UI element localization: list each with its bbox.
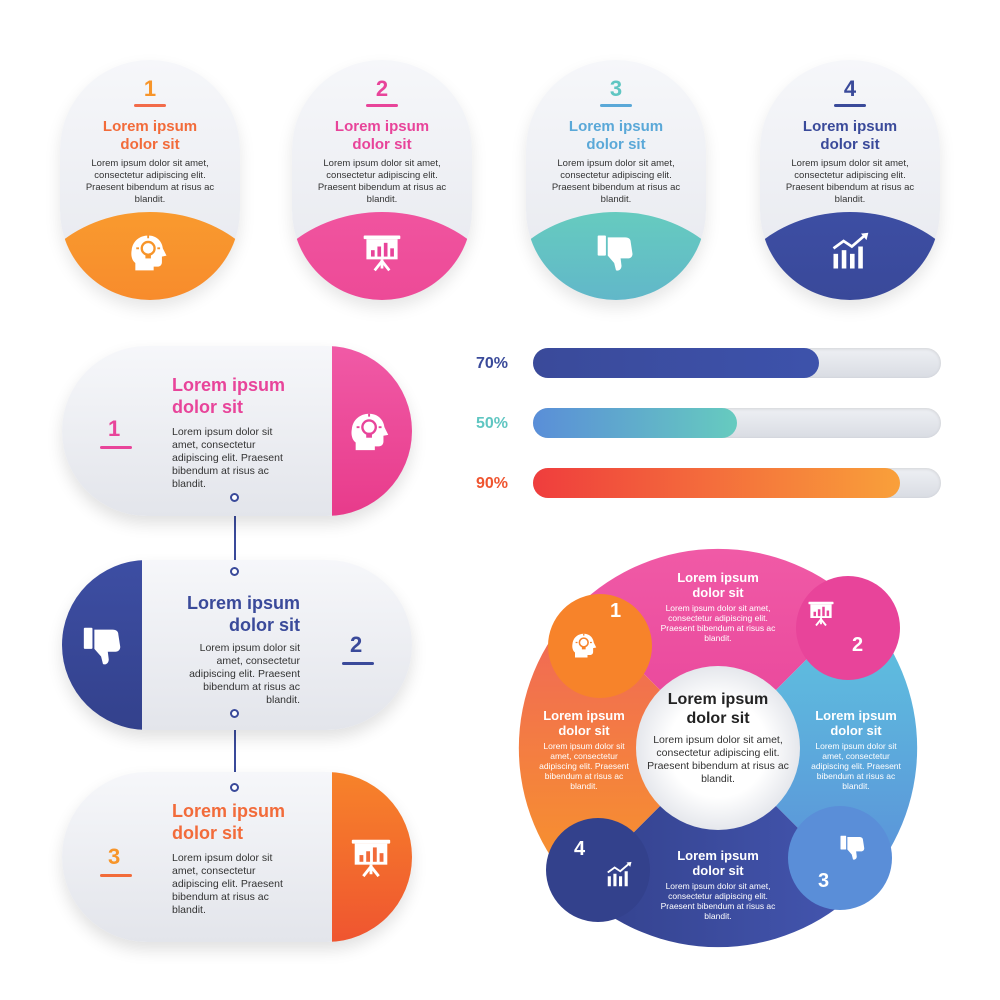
step-card-2: 2 Lorem ipsum dolor sit Lorem ipsum dolo… bbox=[292, 60, 472, 300]
timeline-dot bbox=[230, 567, 239, 576]
cycle-label-body: Lorem ipsum dolor sit amet, consectetur … bbox=[539, 741, 629, 791]
cycle-tab-4 bbox=[546, 818, 650, 922]
cycle-center-label: Lorem ipsum dolor sit Lorem ipsum dolor … bbox=[646, 690, 790, 786]
thumbs-down-icon bbox=[594, 230, 638, 274]
cycle-label-right: Lorem ipsum dolor sit Lorem ipsum dolor … bbox=[806, 708, 906, 791]
timeline-step-3: 3 Lorem ipsum dolor sit Lorem ipsum dolo… bbox=[62, 772, 412, 942]
cycle-label-title: Lorem ipsum dolor sit bbox=[677, 848, 759, 878]
card-number: 3 bbox=[609, 76, 623, 101]
cycle-diagram: 1 2 3 4 Lorem ipsum dolor sit Lorem ipsu… bbox=[518, 548, 918, 948]
progress-label-2: 50% bbox=[476, 415, 509, 432]
card-title: Lorem ipsum dolor sit bbox=[802, 118, 898, 153]
timeline-dot bbox=[230, 783, 239, 792]
thumbs-down-icon bbox=[838, 832, 868, 862]
idea-head-icon bbox=[348, 408, 394, 454]
cycle-label-title: Lorem ipsum dolor sit bbox=[677, 570, 759, 600]
cycle-number-1: 1 bbox=[610, 600, 622, 622]
cycle-label-left: Lorem ipsum dolor sit Lorem ipsum dolor … bbox=[532, 708, 636, 791]
card-underline bbox=[600, 104, 632, 107]
cycle-number-2: 2 bbox=[852, 634, 864, 656]
cycle-label-body: Lorem ipsum dolor sit amet, consectetur … bbox=[660, 881, 776, 921]
timeline-dot bbox=[230, 493, 239, 502]
card-body: Lorem ipsum dolor sit amet, consectetur … bbox=[785, 158, 915, 205]
step-card-3: 3 Lorem ipsum dolor sit Lorem ipsum dolo… bbox=[526, 60, 706, 300]
card-underline bbox=[366, 104, 398, 107]
step-card-4: 4 Lorem ipsum dolor sit Lorem ipsum dolo… bbox=[760, 60, 940, 300]
thumbs-down-icon bbox=[80, 622, 126, 668]
cycle-label-title: Lorem ipsum dolor sit bbox=[815, 708, 897, 738]
timeline-step-2: Lorem ipsum dolor sit Lorem ipsum dolor … bbox=[62, 560, 412, 730]
progress-fill-2 bbox=[533, 408, 737, 438]
bar-chart-icon bbox=[604, 860, 634, 890]
presentation-board-icon bbox=[360, 230, 404, 274]
timeline-number: 2 bbox=[350, 632, 363, 657]
card-number: 4 bbox=[843, 76, 857, 101]
bar-chart-icon bbox=[828, 230, 872, 274]
card-body: Lorem ipsum dolor sit amet, consectetur … bbox=[317, 158, 447, 205]
card-body: Lorem ipsum dolor sit amet, consectetur … bbox=[551, 158, 681, 205]
card-title: Lorem ipsum dolor sit bbox=[334, 118, 430, 153]
cycle-number-3: 3 bbox=[818, 870, 830, 892]
card-body: Lorem ipsum dolor sit amet, consectetur … bbox=[85, 158, 215, 205]
progress-track-2 bbox=[533, 408, 941, 438]
cycle-label-body: Lorem ipsum dolor sit amet, consectetur … bbox=[811, 741, 901, 791]
cycle-number-4: 4 bbox=[574, 838, 586, 860]
timeline-title: Lorem ipsum dolor sit bbox=[186, 593, 300, 635]
progress-fill-3 bbox=[533, 468, 901, 498]
timeline-body: Lorem ipsum dolor sit amet, consectetur … bbox=[172, 426, 283, 490]
card-title: Lorem ipsum dolor sit bbox=[102, 118, 198, 153]
timeline-dot bbox=[230, 709, 239, 718]
card-title: Lorem ipsum dolor sit bbox=[568, 118, 664, 153]
cycle-label-title: Lorem ipsum dolor sit bbox=[543, 708, 625, 738]
cycle-label-top: Lorem ipsum dolor sit Lorem ipsum dolor … bbox=[658, 570, 778, 643]
progress-label-1: 70% bbox=[476, 355, 509, 372]
progress-track-3 bbox=[533, 468, 941, 498]
cycle-tab-2 bbox=[796, 576, 900, 680]
timeline-title: Lorem ipsum dolor sit bbox=[172, 375, 286, 417]
cycle-center bbox=[636, 666, 800, 830]
timeline-underline bbox=[100, 874, 132, 877]
cycle-tab-1 bbox=[548, 594, 652, 698]
card-number: 2 bbox=[375, 76, 389, 101]
progress-track-1 bbox=[533, 348, 941, 378]
cycle-segment-top bbox=[577, 548, 859, 748]
timeline-body: Lorem ipsum dolor sit amet, consectetur … bbox=[172, 852, 283, 916]
timeline-connector bbox=[234, 498, 236, 572]
timeline-underline bbox=[100, 446, 132, 449]
presentation-board-icon bbox=[348, 834, 394, 880]
cycle-segment-bottom bbox=[577, 748, 859, 948]
timeline-number: 1 bbox=[108, 416, 121, 441]
timeline-body: Lorem ipsum dolor sit amet, consectetur … bbox=[189, 642, 300, 706]
timeline-step-1: 1 Lorem ipsum dolor sit Lorem ipsum dolo… bbox=[62, 346, 412, 516]
progress-fill-1 bbox=[533, 348, 819, 378]
cycle-tab-3 bbox=[788, 806, 892, 910]
timeline-title: Lorem ipsum dolor sit bbox=[172, 801, 286, 843]
cycle-center-title: Lorem ipsum dolor sit bbox=[667, 691, 769, 727]
timeline-underline bbox=[342, 662, 374, 665]
idea-head-icon bbox=[128, 230, 172, 274]
presentation-board-icon bbox=[806, 598, 836, 628]
card-underline bbox=[134, 104, 166, 107]
timeline-connector bbox=[234, 714, 236, 788]
cycle-label-body: Lorem ipsum dolor sit amet, consectetur … bbox=[660, 603, 776, 643]
card-number: 1 bbox=[143, 76, 157, 101]
card-underline bbox=[834, 104, 866, 107]
timeline-number: 3 bbox=[108, 844, 121, 869]
step-card-1: 1 Lorem ipsum dolor sit Lorem ipsum dolo… bbox=[60, 60, 240, 300]
cycle-label-bottom: Lorem ipsum dolor sit Lorem ipsum dolor … bbox=[658, 848, 778, 921]
idea-head-icon bbox=[570, 630, 600, 660]
progress-label-3: 90% bbox=[476, 475, 509, 492]
cycle-center-body: Lorem ipsum dolor sit amet, consectetur … bbox=[647, 734, 789, 785]
